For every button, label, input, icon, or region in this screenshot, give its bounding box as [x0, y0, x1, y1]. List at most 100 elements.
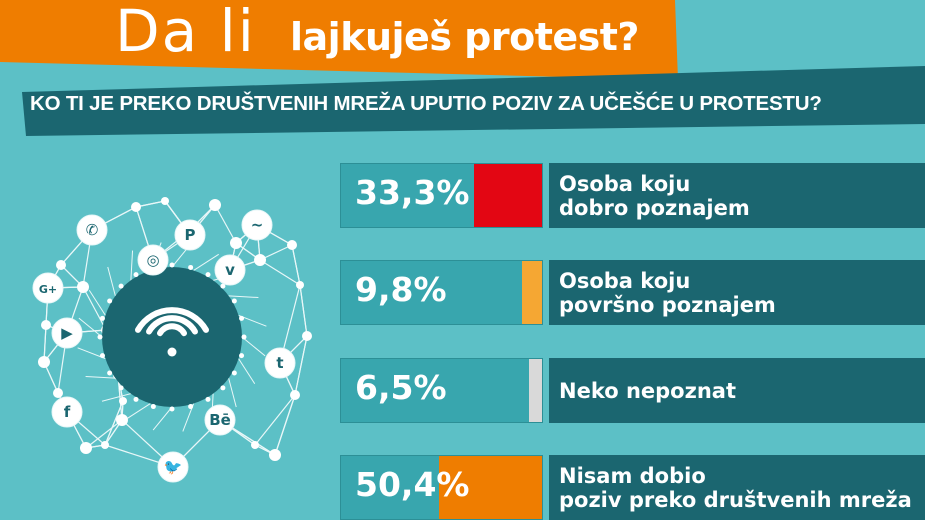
network-node	[99, 353, 105, 359]
network-line	[152, 406, 173, 431]
network-line	[85, 375, 116, 379]
category-label: Osoba koju površno poznajem	[559, 268, 776, 317]
network-node	[101, 441, 109, 449]
center-circle	[102, 267, 242, 407]
network-node	[169, 406, 175, 412]
network-node	[53, 388, 63, 398]
header-banner	[0, 0, 925, 136]
bar-fill	[521, 261, 542, 324]
category-box: Osoba koju površno poznajem	[549, 260, 925, 325]
network-node	[41, 320, 51, 330]
bar-value-label: 50,4%	[355, 465, 470, 504]
network-node	[231, 298, 237, 304]
network-node	[220, 385, 226, 391]
svg-text:G+: G+	[39, 283, 57, 296]
question-heading: KO TI JE PREKO DRUŠTVENIH MREŽA UPUTIO P…	[30, 92, 822, 115]
svg-text:t: t	[276, 354, 283, 372]
svg-text:P: P	[185, 226, 196, 244]
network-node	[77, 281, 89, 293]
network-line	[228, 378, 237, 408]
network-line	[130, 250, 134, 281]
pinterest-icon: P	[174, 219, 206, 251]
bar-row: 6,5% Neko nepoznat	[340, 358, 925, 423]
network-line	[214, 204, 237, 244]
svg-text:f: f	[64, 403, 71, 421]
title-light: Da li	[115, 0, 256, 65]
network-node	[220, 283, 226, 289]
network-line	[228, 295, 259, 299]
title-banner	[0, 0, 678, 80]
wifi-icon	[135, 307, 209, 357]
youtube-icon: ▶	[51, 317, 83, 349]
network-node	[131, 202, 141, 212]
network-line	[299, 284, 308, 337]
network-node	[302, 331, 312, 341]
network-node	[169, 262, 175, 268]
network-node	[80, 442, 92, 454]
twitter-icon: 🐦	[157, 451, 189, 483]
bar-fill	[473, 164, 542, 227]
network-line	[125, 403, 151, 421]
network-line	[43, 324, 47, 363]
social-network-illustration: ✆ P ~ ◎ v G+ ▶ t f Bē 🐦	[32, 197, 312, 483]
network-line	[274, 394, 296, 456]
network-node	[231, 370, 237, 376]
bar-track: 50,4%	[340, 455, 543, 520]
svg-text:▶: ▶	[61, 324, 73, 342]
network-node	[188, 404, 194, 410]
svg-text:~: ~	[251, 216, 264, 234]
network-line	[291, 244, 301, 286]
network-node	[150, 404, 156, 410]
network-line	[101, 393, 131, 402]
network-line	[107, 266, 116, 296]
title-bold: lajkuješ protest?	[290, 15, 639, 59]
network-node	[209, 199, 221, 211]
network-line	[117, 374, 123, 421]
google-plus-icon: G+	[32, 272, 64, 304]
network-line	[78, 317, 103, 338]
network-node	[118, 385, 124, 391]
network-line	[241, 336, 266, 357]
bar-row: 9,8% Osoba koju površno poznajem	[340, 260, 925, 325]
messenger-icon: ~	[241, 209, 273, 241]
svg-text:Bē: Bē	[209, 411, 231, 429]
behance-icon: Bē	[204, 404, 236, 436]
category-label: Neko nepoznat	[559, 378, 736, 403]
network-node	[107, 298, 113, 304]
network-node	[239, 353, 245, 359]
svg-text:🐦: 🐦	[164, 458, 183, 476]
category-box: Nisam dobio poziv preko društvenih mreža	[549, 455, 925, 520]
network-node	[107, 370, 113, 376]
network-line	[193, 253, 219, 271]
network-node	[254, 254, 266, 266]
network-node	[118, 283, 124, 289]
network-line	[88, 290, 106, 316]
bar-track: 33,3%	[340, 163, 543, 228]
vimeo-icon: v	[214, 254, 246, 286]
facebook-icon: f	[51, 396, 83, 428]
network-line	[104, 400, 124, 446]
network-node	[269, 449, 281, 461]
network-node	[161, 197, 169, 205]
whatsapp-icon: ✆	[76, 214, 108, 246]
category-box: Neko nepoznat	[549, 358, 925, 423]
bar-fill	[438, 456, 542, 519]
network-line	[85, 419, 123, 449]
network-line	[294, 335, 308, 396]
network-node	[290, 390, 300, 400]
bar-row: 33,3% Osoba koju dobro poznajem	[340, 163, 925, 228]
network-line	[259, 259, 301, 286]
network-node	[97, 334, 103, 340]
network-node	[116, 414, 128, 426]
bar-value-label: 6,5%	[355, 368, 447, 407]
network-node	[133, 272, 139, 278]
network-node	[99, 315, 105, 321]
network-line	[254, 394, 296, 446]
network-line	[82, 286, 107, 331]
network-node	[230, 237, 242, 249]
bar-row: 50,4% Nisam dobio poziv preko društvenih…	[340, 455, 925, 520]
network-node	[119, 397, 127, 405]
network-node	[38, 356, 50, 368]
category-label: Nisam dobio poziv preko društvenih mreža	[559, 463, 912, 512]
svg-text:✆: ✆	[86, 221, 99, 239]
